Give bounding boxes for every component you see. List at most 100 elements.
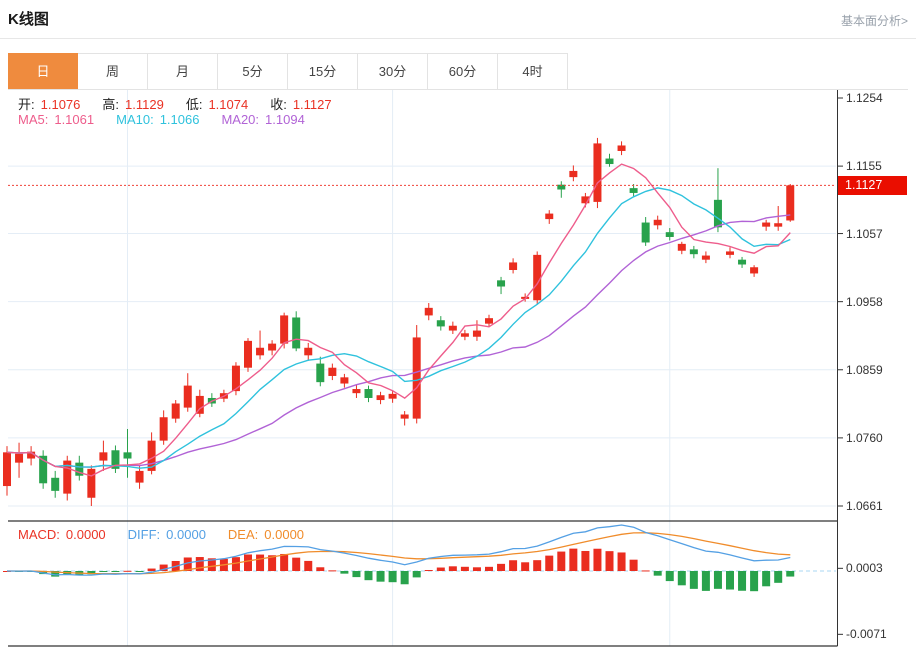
period-tab[interactable]: 30分	[358, 53, 428, 89]
macd-bar	[665, 571, 674, 582]
ma10-line	[6, 187, 791, 469]
candle	[51, 477, 60, 491]
candle	[15, 453, 24, 463]
candle	[75, 462, 84, 476]
candle	[569, 170, 578, 178]
candle	[231, 365, 240, 392]
candle	[545, 213, 554, 220]
maRow-value: 1.1061	[54, 112, 95, 127]
candle	[472, 330, 481, 337]
ohlcRow-value: 1.1129	[125, 97, 164, 112]
period-tab[interactable]: 5分	[218, 53, 288, 89]
macd-bar	[593, 548, 602, 571]
candle	[641, 222, 650, 243]
period-tabbar: 日周月 5分 15分 30分 60分 4时	[8, 53, 908, 90]
candle	[581, 196, 590, 204]
macd-bar	[292, 557, 301, 571]
macd-bar	[256, 554, 265, 571]
period-tab[interactable]: 4时	[498, 53, 568, 89]
period-tab[interactable]: 周	[78, 53, 148, 89]
candle	[774, 223, 783, 227]
y-axis-label: 1.0661	[846, 499, 883, 513]
macd-bar	[207, 558, 216, 571]
candle	[509, 262, 518, 271]
candle	[762, 222, 771, 227]
candle	[738, 259, 747, 265]
ma20-line	[6, 214, 791, 468]
candle	[364, 389, 373, 398]
candle	[123, 452, 132, 459]
period-tab[interactable]: 日	[8, 53, 78, 89]
macdRow-label: MACD:	[18, 527, 60, 542]
candle	[304, 347, 313, 356]
period-tab[interactable]: 月	[148, 53, 218, 89]
candle	[27, 451, 36, 459]
candle	[460, 333, 469, 337]
ohlcRow-label: 开:	[18, 97, 35, 112]
macd-bar	[617, 552, 626, 571]
macd-bar	[388, 571, 397, 583]
macdRow-value: 0.0000	[65, 527, 106, 542]
macd-bar	[340, 571, 349, 574]
candle	[183, 385, 192, 408]
candle	[244, 340, 252, 368]
macd-bar	[183, 557, 192, 571]
ma-layer	[6, 163, 791, 477]
kline-chart-section: 开: 1.1076 高: 1.1129 低: 1.1074 收: 1.1127 MA5: 1.1…	[0, 90, 916, 651]
macd-bar	[328, 570, 337, 572]
candle	[171, 403, 180, 419]
y-axis-label: 1.0859	[846, 362, 883, 377]
candle	[3, 452, 11, 487]
maRow-value: 1.1066	[159, 112, 200, 127]
candle	[111, 450, 120, 469]
macd-bar	[653, 571, 662, 576]
macd-bar	[195, 557, 204, 571]
candle	[677, 243, 686, 251]
macd-bar	[364, 571, 373, 581]
macd-bar	[87, 571, 96, 575]
candle	[39, 455, 48, 484]
macd-bar	[316, 567, 325, 571]
candle	[497, 280, 506, 287]
candle	[436, 320, 445, 327]
candle	[99, 452, 108, 461]
candle	[159, 417, 168, 441]
period-tab[interactable]: 60分	[428, 53, 498, 89]
chart-canvas[interactable]	[0, 90, 916, 651]
macd-bar	[436, 567, 445, 571]
grid-layer	[8, 90, 836, 646]
macd-bar	[750, 571, 759, 592]
macd-axis-label: 0.0003	[846, 561, 883, 576]
macd-bar	[376, 571, 385, 582]
candle	[533, 254, 542, 301]
period-tab[interactable]: 15分	[288, 53, 358, 89]
macd-bar	[774, 571, 783, 583]
macd-bar	[147, 568, 156, 571]
macd-bar	[762, 571, 771, 587]
macd-bar	[111, 571, 120, 572]
y-axis-label: 1.0760	[846, 430, 883, 445]
macd-bar	[99, 571, 108, 572]
candle	[665, 232, 674, 237]
macd-bar	[786, 571, 795, 577]
macd-bar	[460, 566, 469, 571]
candle	[713, 199, 722, 228]
macdRow-label: DEA:	[227, 527, 259, 542]
candle	[653, 219, 662, 226]
macdRow-value: 0.0000	[166, 527, 206, 542]
macd-bar	[244, 554, 252, 571]
candle	[605, 158, 614, 165]
macd-bar	[557, 551, 566, 571]
macd-axis-label: -0.0071	[846, 627, 887, 642]
macd-bar	[231, 557, 240, 571]
ohlcRow-label: 收:	[270, 97, 287, 112]
candle	[280, 315, 289, 344]
candle	[617, 145, 626, 151]
macd-bar	[472, 567, 481, 571]
ma-row: MA5: 1.1061 MA10: 1.1066 MA20: 1.1094	[18, 112, 327, 127]
fundamental-analysis-link[interactable]: 基本面分析>	[840, 14, 908, 28]
candle	[629, 188, 638, 193]
y-axis-label: 1.1057	[846, 226, 883, 241]
candle	[701, 255, 710, 260]
